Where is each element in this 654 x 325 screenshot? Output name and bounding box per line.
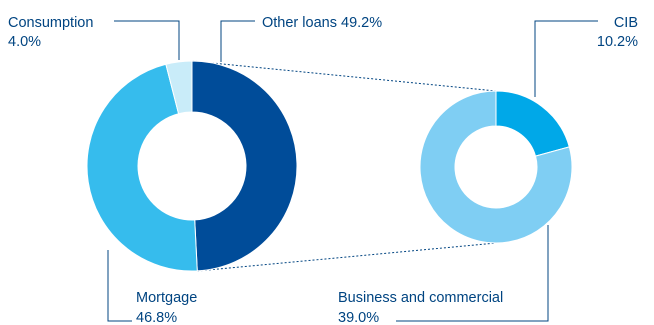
leader-other-loans (220, 20, 255, 62)
leader-consumption (114, 20, 180, 60)
slice-cib (495, 90, 570, 157)
label-other-loans: Other loans 49.2% (262, 15, 382, 31)
label-consumption-value: 4.0% (8, 34, 41, 50)
slice-consumption (165, 60, 193, 115)
label-consumption-name: Consumption (8, 15, 93, 31)
leader-business-commercial (396, 225, 549, 322)
leader-cib (534, 20, 598, 97)
slice-business-and-commercial (419, 90, 573, 244)
label-cib-name: CIB (614, 15, 638, 31)
donut-portfolio (86, 60, 298, 272)
label-business-commercial-name: Business and commercial (338, 290, 503, 306)
donut-other-loans-breakdown (419, 90, 573, 244)
connector-top (191, 60, 497, 92)
slice-other-loans (191, 60, 298, 272)
leader-mortgage (107, 250, 132, 322)
label-mortgage-value: 46.8% (136, 310, 177, 325)
label-mortgage-name: Mortgage (136, 290, 197, 306)
label-cib-value: 10.2% (597, 34, 638, 50)
label-business-commercial-value: 39.0% (338, 310, 379, 325)
slice-mortgage (86, 63, 198, 272)
